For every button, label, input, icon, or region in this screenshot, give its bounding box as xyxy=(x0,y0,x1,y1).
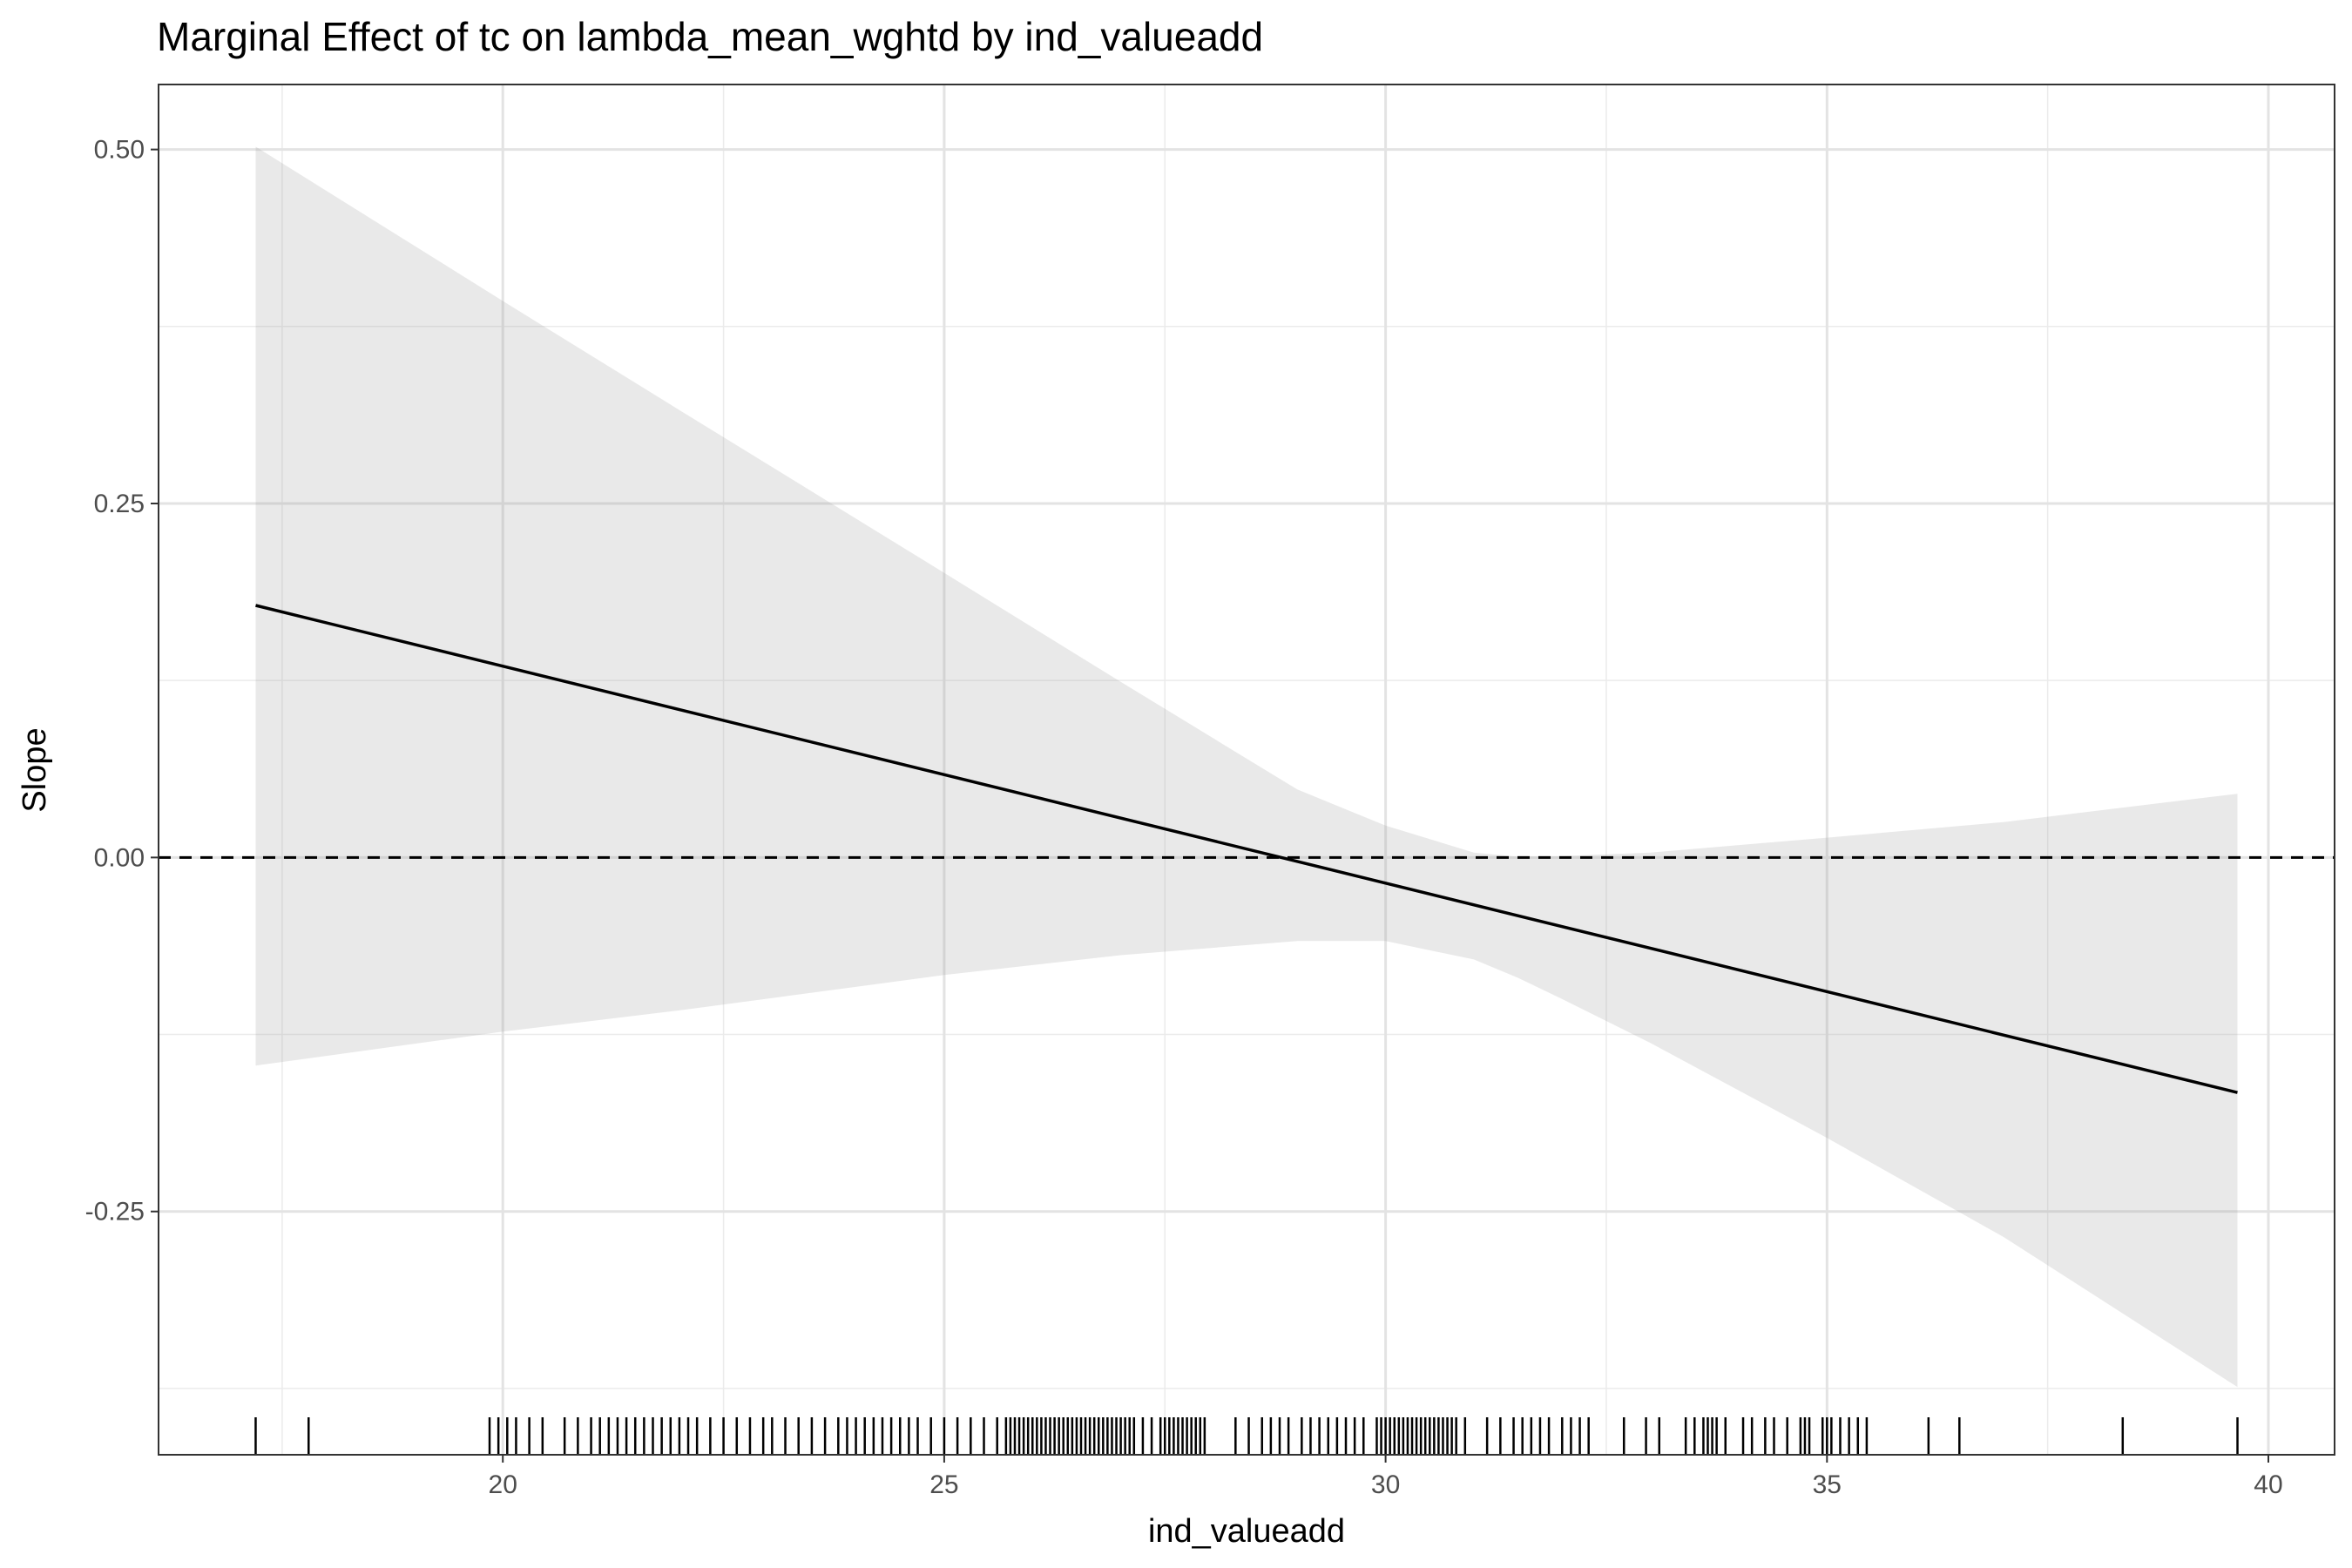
y-tick-label: 0.50 xyxy=(94,136,145,165)
x-tick-label: 30 xyxy=(1371,1470,1400,1499)
x-tick-label: 35 xyxy=(1813,1470,1842,1499)
confidence-ribbon-group xyxy=(255,146,2238,1388)
slope-line-group xyxy=(255,604,2238,1094)
x-tick-label: 40 xyxy=(2254,1470,2282,1499)
chart-title: Marginal Effect of tc on lambda_mean_wgh… xyxy=(157,14,1263,59)
axes: 20 25 30 35 40 -0.25 0.00 0.25 0.50 xyxy=(85,136,2283,1499)
x-tick-label: 25 xyxy=(929,1470,958,1499)
y-tick-label: 0.00 xyxy=(94,843,145,872)
rug-group xyxy=(254,1417,2239,1455)
y-tick-label: 0.25 xyxy=(94,490,145,518)
x-tick-label: 20 xyxy=(489,1470,517,1499)
grid xyxy=(159,84,2335,1455)
y-axis-title: Slope xyxy=(17,727,53,812)
panel-border xyxy=(158,84,2335,1456)
x-axis-title: ind_valueadd xyxy=(1148,1513,1345,1550)
confidence-ribbon xyxy=(255,146,2238,1388)
slope-line xyxy=(255,604,2238,1094)
y-tick-label: -0.25 xyxy=(85,1198,145,1227)
